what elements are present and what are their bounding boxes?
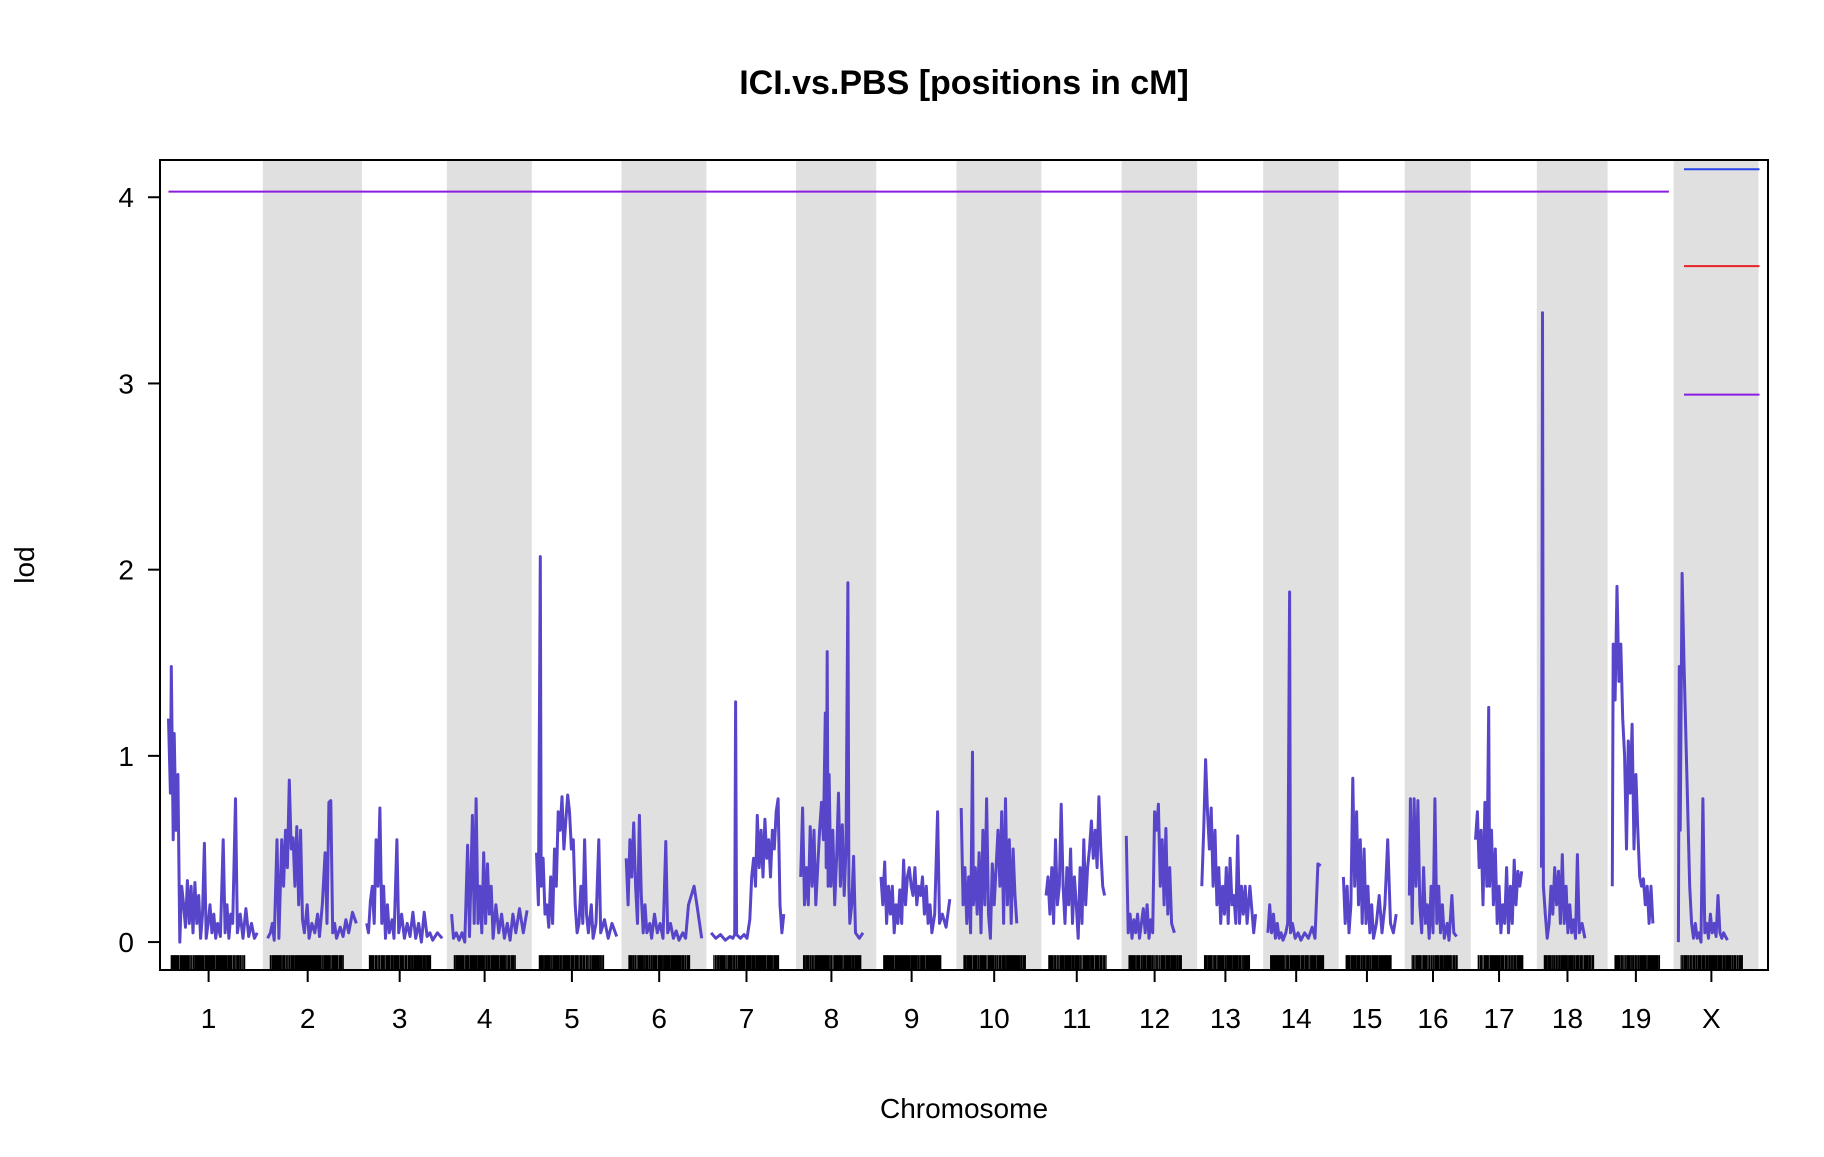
marker-rug-chr-13 [1203, 955, 1251, 970]
x-tick-label-17: 17 [1483, 1003, 1514, 1034]
chromosome-band-4 [446, 160, 532, 970]
x-tick-label-14: 14 [1281, 1003, 1312, 1034]
marker-rug-chr-16 [1411, 955, 1458, 970]
lod-line-chr-8 [799, 581, 865, 940]
marker-rug-chr-6 [628, 955, 691, 970]
lod-line-chr-7 [709, 700, 786, 942]
x-tick-label-1: 1 [201, 1003, 217, 1034]
y-axis: 0 1 2 3 4 [118, 182, 160, 958]
x-tick-label-18: 18 [1552, 1003, 1583, 1034]
marker-rug-chr-4 [453, 955, 516, 970]
chromosome-band-X [1673, 160, 1759, 970]
marker-rug-chr-8 [802, 955, 862, 970]
x-tick-label-12: 12 [1139, 1003, 1170, 1034]
marker-rug-chr-5 [538, 955, 605, 970]
x-tick-label-13: 13 [1210, 1003, 1241, 1034]
lod-line-chr-19 [1610, 584, 1655, 925]
marker-rug-chr-11 [1048, 955, 1107, 970]
x-tick-label-9: 9 [904, 1003, 920, 1034]
y-tick-label-3: 3 [118, 368, 134, 399]
chromosome-band-6 [621, 160, 707, 970]
marker-rug-chr-9 [883, 955, 942, 970]
x-tick-label-X: X [1702, 1003, 1721, 1034]
lod-line-chr-15 [1341, 776, 1398, 940]
x-tick-label-11: 11 [1062, 1003, 1091, 1034]
legend-lines-group [1684, 168, 1760, 396]
lod-line-chr-9 [879, 810, 952, 935]
lod-line-chr-11 [1044, 795, 1107, 940]
y-axis-label: lod [9, 546, 40, 583]
lod-line-chr-12 [1124, 802, 1176, 940]
lod-line-chr-10 [959, 750, 1019, 940]
y-tick-label-1: 1 [118, 741, 134, 772]
marker-rug-chr-1 [170, 955, 246, 970]
x-tick-label-4: 4 [477, 1003, 493, 1034]
x-tick-label-8: 8 [824, 1003, 840, 1034]
marker-rug-chr-2 [269, 955, 344, 970]
lod-line-chr-16 [1407, 797, 1458, 942]
lod-line-chr-17 [1474, 705, 1524, 935]
x-tick-label-5: 5 [564, 1003, 580, 1034]
lod-series-group [167, 311, 1729, 944]
x-axis: 1 2 3 4 5 6 7 8 9 10 11 12 13 14 15 16 17 18 19 X [201, 970, 1721, 1034]
y-tick-label-0: 0 [118, 927, 134, 958]
marker-rug-chr-3 [368, 955, 432, 970]
x-tick-label-6: 6 [651, 1003, 667, 1034]
plot-frame [159, 159, 1769, 971]
y-tick-label-2: 2 [118, 555, 134, 586]
x-axis-label: Chromosome [880, 1093, 1048, 1124]
marker-rug-chr-18 [1543, 955, 1595, 970]
lod-line-chr-6 [624, 813, 704, 942]
chromosome-band-2 [262, 160, 362, 970]
marker-rug-chr-12 [1128, 955, 1182, 970]
x-tick-label-3: 3 [392, 1003, 408, 1034]
marker-rug-chr-X [1680, 955, 1743, 970]
marker-rug [170, 955, 1743, 970]
lod-line-chr-4 [450, 797, 529, 944]
marker-rug-chr-15 [1345, 955, 1392, 970]
lod-line-chr-13 [1200, 758, 1258, 935]
lod-line-chr-18 [1540, 311, 1587, 940]
x-tick-label-7: 7 [739, 1003, 755, 1034]
y-tick-label-4: 4 [118, 182, 134, 213]
marker-rug-chr-14 [1270, 955, 1325, 970]
lod-line-chr-5 [535, 555, 619, 940]
chromosome-band-18 [1536, 160, 1608, 970]
marker-rug-chr-7 [713, 955, 780, 970]
lod-line-chr-1 [167, 665, 259, 944]
x-tick-label-19: 19 [1620, 1003, 1651, 1034]
x-tick-label-10: 10 [979, 1003, 1010, 1034]
marker-rug-chr-10 [963, 955, 1026, 970]
lod-line-chr-X [1676, 571, 1729, 944]
marker-rug-chr-17 [1477, 955, 1524, 970]
lod-line-chr-14 [1266, 590, 1322, 942]
x-tick-label-15: 15 [1351, 1003, 1382, 1034]
lod-line-chr-3 [365, 806, 444, 944]
x-tick-label-2: 2 [300, 1003, 316, 1034]
lod-line-chr-2 [266, 778, 358, 942]
chromosome-band-14 [1263, 160, 1339, 970]
chart-title: ICI.vs.PBS [positions in cM] [739, 64, 1189, 102]
x-tick-label-16: 16 [1417, 1003, 1448, 1034]
marker-rug-chr-19 [1614, 955, 1661, 970]
